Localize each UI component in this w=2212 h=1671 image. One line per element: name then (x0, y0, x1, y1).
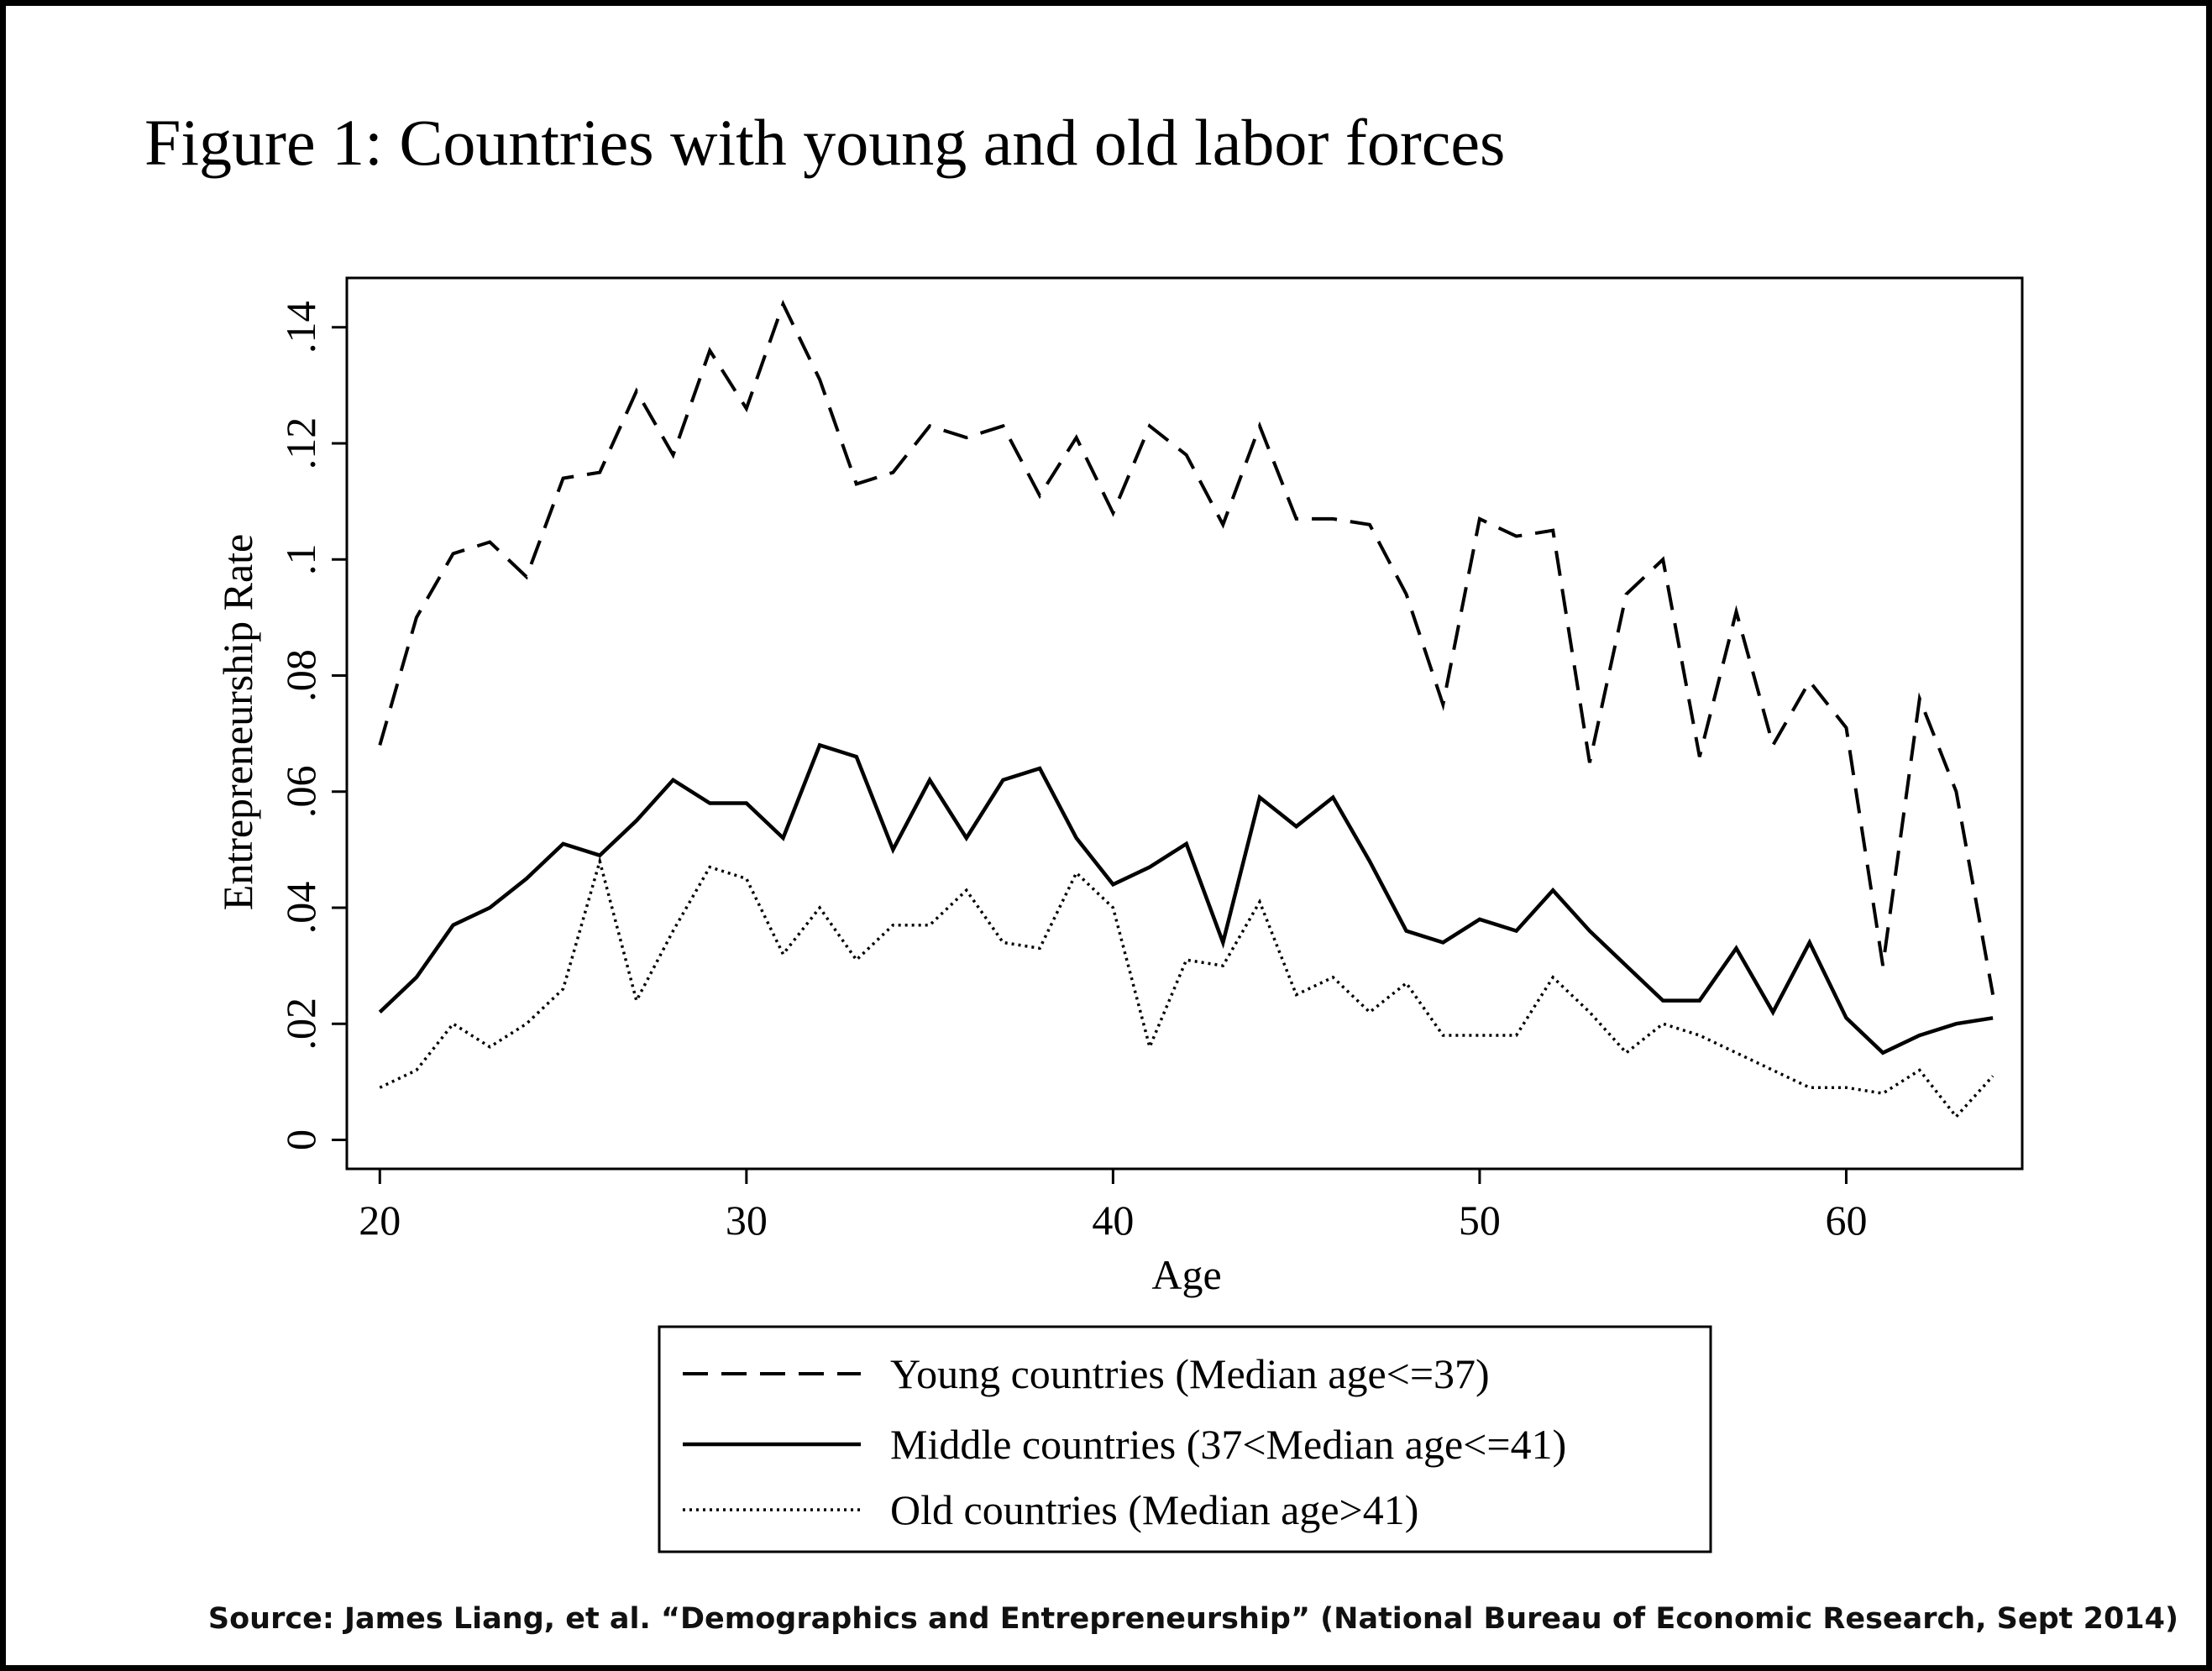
series-line-3 (379, 856, 1994, 1119)
legend-label-1: Young countries (Median age<=37) (890, 1350, 1490, 1397)
y-tick-label: .12 (277, 417, 324, 470)
x-tick-label: 40 (1092, 1197, 1134, 1244)
x-tick-label: 20 (359, 1197, 401, 1244)
x-tick-label: 60 (1825, 1197, 1867, 1244)
series-line-2 (378, 742, 1994, 1056)
x-tick-label: 50 (1459, 1197, 1501, 1244)
legend: Young countries (Median age<=37) Middle c… (658, 1325, 1712, 1553)
y-tick-label: .14 (277, 301, 324, 354)
chart-title: Figure 1: Countries with young and old l… (144, 106, 1505, 179)
source-caption: Source: James Liang, et al. “Demographic… (207, 1602, 2178, 1636)
legend-label-3: Old countries (Median age>41) (890, 1486, 1418, 1533)
x-tick-label: 30 (726, 1197, 768, 1244)
y-tick-label: .1 (277, 543, 324, 575)
legend-box (658, 1325, 1712, 1553)
series-line-1 (378, 299, 1995, 995)
y-tick-label: .04 (277, 882, 324, 935)
plot-layer: 20 30 40 50 60 0 .02 .04 .06 .08 .1 .12 .14 (277, 276, 2024, 1244)
y-tick-label: .06 (277, 765, 324, 818)
y-axis-label: Entrepreneurship Rate (214, 534, 261, 910)
plot-frame (345, 276, 2024, 1171)
y-tick-label: .08 (277, 649, 324, 702)
y-tick-label: 0 (277, 1129, 324, 1150)
legend-label-2: Middle countries (37<Median age<=41) (890, 1421, 1566, 1468)
x-axis-label: Age (1151, 1251, 1221, 1298)
y-tick-label: .02 (277, 998, 324, 1050)
